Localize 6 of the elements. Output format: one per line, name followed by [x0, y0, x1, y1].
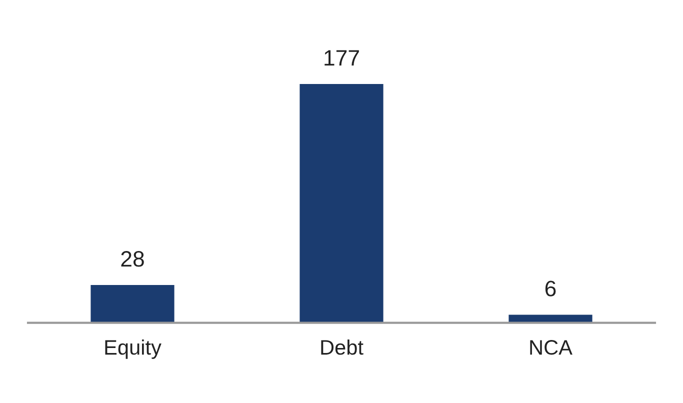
data-label: 6 [545, 280, 556, 296]
data-label: 177 [324, 50, 359, 66]
data-label: 28 [121, 251, 144, 267]
x-tick-label: Equity [105, 339, 162, 359]
x-tick-label: NCA [530, 340, 572, 355]
x-tick-label: Debt [321, 339, 364, 355]
